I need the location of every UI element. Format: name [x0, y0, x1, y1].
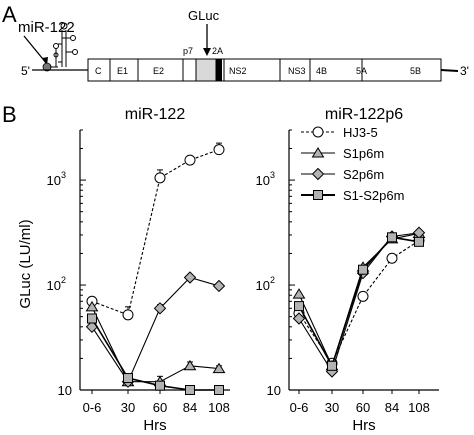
- gluc-arrowhead: [203, 48, 211, 56]
- x-axis-label: Hrs: [352, 417, 375, 434]
- data-point-s1p6m: [292, 288, 306, 299]
- five-prime-label: 5': [21, 64, 30, 78]
- gluc-label: GLuc: [188, 8, 220, 23]
- legend-marker-s1-s2p6m: [313, 190, 323, 200]
- legend-marker-hj3-5: [312, 126, 324, 138]
- data-point-hj3-5: [213, 144, 225, 156]
- legend-label-hj3-5: HJ3-5: [343, 125, 378, 140]
- data-point-s2p6m: [183, 271, 197, 284]
- three-prime-label: 3': [460, 64, 469, 78]
- gluc-insert: [195, 58, 217, 82]
- utr-3-line: [440, 69, 459, 72]
- x-tick-label: 30: [121, 400, 135, 415]
- gene-ns2: NS2: [229, 66, 247, 76]
- mir-122-label: miR-122: [18, 19, 75, 36]
- gene-4b: 4B: [316, 66, 327, 76]
- x-tick-label: 84: [183, 400, 197, 415]
- y-tick-label: 10: [58, 383, 72, 398]
- data-point-s1-s2p6m: [185, 385, 195, 395]
- data-point-s1-s2p6m: [358, 264, 368, 275]
- data-point-hj3-5: [357, 290, 369, 302]
- gene-c: C: [95, 66, 102, 76]
- x-tick-label: 0-6: [290, 400, 309, 415]
- panel-a-letter: A: [2, 2, 17, 27]
- data-point-s1-s2p6m: [87, 313, 97, 324]
- x-axis-label: Hrs: [143, 417, 166, 434]
- series-line-s2p6m: [91, 276, 220, 383]
- y-axis-label: GLuc (LU/ml): [17, 219, 34, 308]
- series-s2p6m: [85, 271, 226, 388]
- polyprotein-box: [87, 58, 442, 82]
- legend-label-s2p6m: S2p6m: [343, 167, 384, 182]
- panel-a: A miR-122 5': [2, 2, 469, 82]
- x-tick-label: 84: [385, 400, 399, 415]
- data-point-hj3-5: [386, 252, 398, 264]
- series-hj3-5: [293, 235, 425, 369]
- data-point-s2p6m: [292, 312, 306, 325]
- 2a-label: 2A: [212, 46, 223, 56]
- legend-label-s1p6m: S1p6m: [343, 146, 384, 161]
- series-s1-s2p6m: [294, 232, 424, 371]
- stem-loop-structure: [50, 22, 78, 68]
- chart-mir-122p6: miR-122p6 10 102 103 0-6 30 60 84 108 Hrs HJ3-5 S1p…: [256, 106, 439, 434]
- data-point-s2p6m: [212, 279, 226, 293]
- gene-ns3: NS3: [288, 66, 306, 76]
- data-point-s1-s2p6m: [387, 232, 397, 243]
- legend: HJ3-5 S1p6m S2p6m S1-S2p6m: [301, 125, 404, 203]
- gene-5a: 5A: [356, 66, 367, 76]
- series-s1-s2p6m: [87, 313, 224, 395]
- legend-marker-s1p6m: [311, 147, 325, 158]
- data-point-hj3-5: [184, 154, 196, 166]
- data-point-s1p6m: [183, 359, 197, 371]
- y-tick-label: 10: [267, 383, 281, 398]
- data-point-s1-s2p6m: [414, 236, 424, 247]
- series-line-s2p6m: [298, 232, 420, 373]
- series-line-hj3-5: [298, 240, 420, 365]
- data-point-s1-s2p6m: [123, 373, 133, 384]
- chart-mir-122: miR-122 10 102 103 0-6 30 60 84 108 Hrs GLuc (LU/m…: [17, 106, 230, 434]
- data-point-s1-s2p6m: [155, 380, 165, 391]
- x-tick-label: 108: [208, 400, 230, 415]
- x-tick-label: 30: [325, 400, 339, 415]
- series-line-s1-s2p6m: [91, 318, 219, 391]
- data-point-hj3-5: [122, 309, 134, 321]
- legend-label-s1-s2p6m: S1-S2p6m: [343, 188, 404, 203]
- y-tick-label: 103: [256, 170, 275, 188]
- chart-title: miR-122: [125, 106, 186, 123]
- gene-5b: 5B: [410, 66, 421, 76]
- p7-label: p7: [183, 46, 193, 56]
- gene-e1: E1: [117, 66, 128, 76]
- y-tick-label: 102: [47, 275, 66, 293]
- x-tick-label: 60: [153, 400, 167, 415]
- x-tick-label: 60: [356, 400, 370, 415]
- y-tick-label: 102: [256, 275, 275, 293]
- 2a-insert: [216, 59, 222, 81]
- gene-e2: E2: [153, 66, 164, 76]
- series-hj3-5: [86, 142, 225, 321]
- x-tick-label: 0-6: [83, 400, 102, 415]
- data-point-s1p6m: [85, 300, 99, 312]
- data-point-s1p6m: [212, 362, 226, 374]
- data-point-s1-s2p6m: [214, 385, 224, 395]
- y-tick-label: 103: [47, 170, 66, 188]
- data-point-hj3-5: [154, 172, 166, 184]
- series-line-hj3-5: [91, 149, 220, 316]
- data-point-s2p6m: [153, 302, 167, 315]
- x-tick-label: 108: [408, 400, 430, 415]
- data-point-s1-s2p6m: [294, 301, 304, 312]
- legend-marker-s2p6m: [311, 167, 325, 181]
- data-point-s1-s2p6m: [327, 360, 337, 371]
- chart-title: miR-122p6: [325, 106, 403, 123]
- panel-b-letter: B: [2, 102, 17, 127]
